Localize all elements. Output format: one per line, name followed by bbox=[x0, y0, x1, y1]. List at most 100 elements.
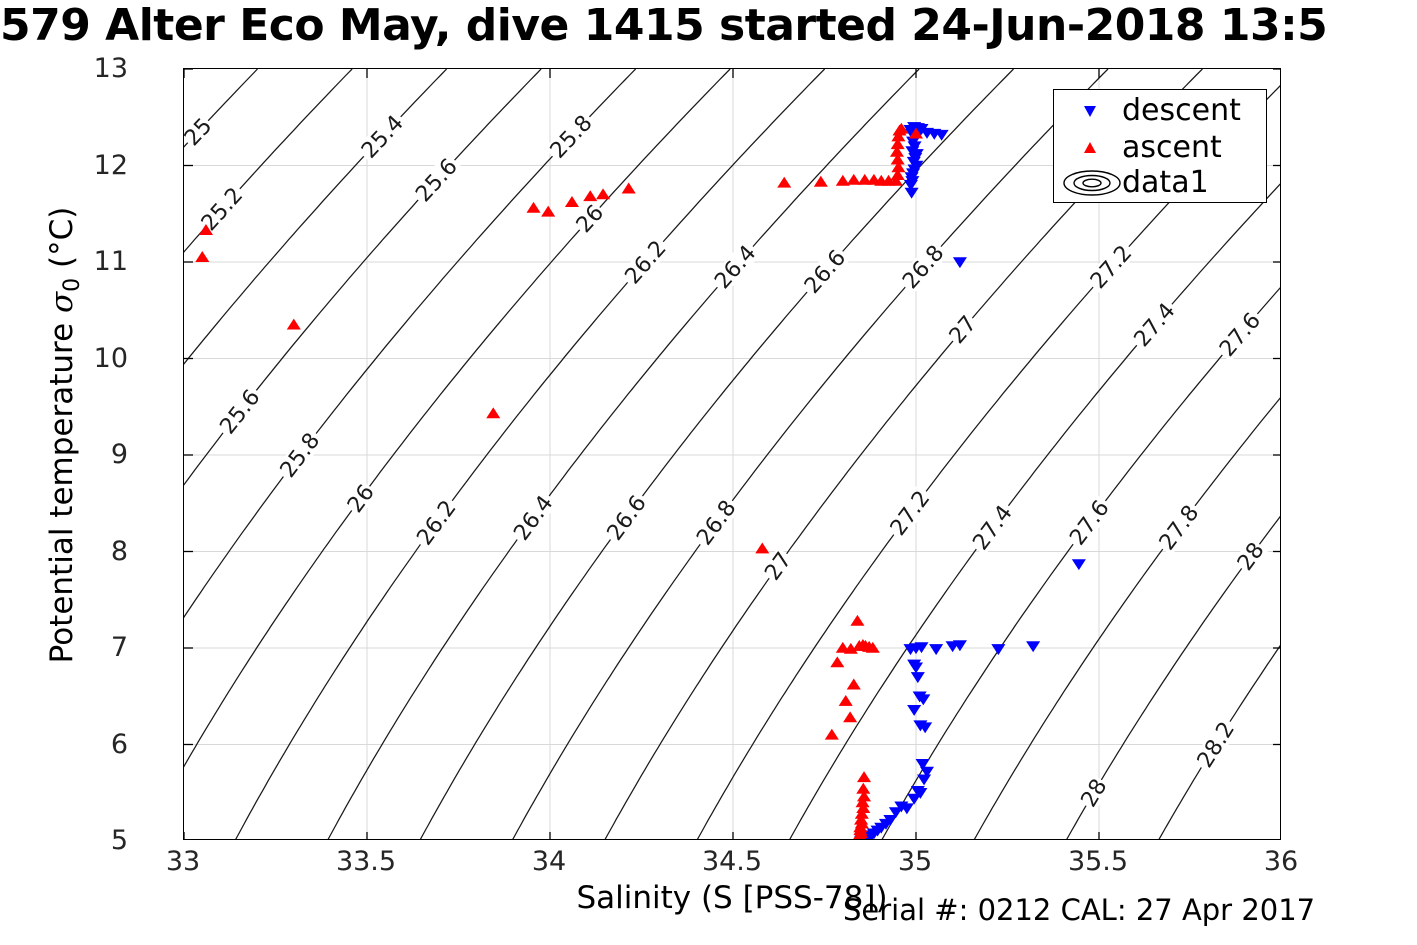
data-point-ascent bbox=[541, 205, 556, 217]
contour-label: 27.4 bbox=[967, 499, 1018, 556]
contour-label: 26.6 bbox=[601, 489, 652, 546]
contour-label: 25.6 bbox=[214, 383, 265, 440]
data-point-ascent bbox=[865, 641, 880, 653]
data-point-descent bbox=[914, 642, 929, 654]
svg-text:28: 28 bbox=[1233, 538, 1270, 575]
contour-label: 25 bbox=[184, 113, 217, 152]
contour-label: 26 bbox=[342, 479, 380, 518]
data-point-ascent bbox=[824, 728, 839, 740]
x-tick-label: 33 bbox=[165, 846, 201, 877]
triangle-up-icon bbox=[1062, 129, 1118, 167]
contour-labels: 2525.225.425.625.625.825.8262626.226.226… bbox=[184, 109, 1270, 812]
data-point-ascent bbox=[755, 542, 770, 554]
data-point-ascent bbox=[286, 318, 301, 330]
data-point-descent bbox=[1026, 641, 1041, 653]
data-point-ascent bbox=[621, 182, 636, 194]
data-point-ascent bbox=[857, 173, 872, 185]
contour-label: 28 bbox=[1076, 774, 1113, 812]
svg-text:26: 26 bbox=[343, 480, 380, 517]
contour-label: 28 bbox=[1232, 537, 1270, 576]
contour-label: 26.8 bbox=[691, 494, 742, 551]
data-point-ascent bbox=[843, 711, 858, 723]
data-point-descent bbox=[910, 672, 925, 684]
data-point-descent bbox=[916, 694, 931, 706]
legend-box[interactable]: descent ascent data1 bbox=[1053, 89, 1267, 203]
data-point-ascent bbox=[888, 174, 903, 186]
data-point-ascent bbox=[526, 201, 541, 213]
data-point-descent bbox=[918, 722, 933, 734]
data-point-ascent bbox=[890, 169, 905, 180]
data-point-descent bbox=[1071, 559, 1086, 571]
y-tick-label: 12 bbox=[93, 149, 128, 181]
legend-label-ascent: ascent bbox=[1122, 130, 1222, 165]
data-point-ascent bbox=[890, 153, 905, 165]
data-point-ascent bbox=[835, 641, 850, 653]
data-point-ascent bbox=[890, 138, 905, 150]
data-point-ascent bbox=[859, 834, 866, 839]
data-point-ascent bbox=[894, 122, 909, 134]
plot-svg: 2525.225.425.625.625.825.8262626.226.226… bbox=[184, 69, 1280, 839]
data-point-ascent bbox=[838, 694, 853, 706]
x-tick-label: 34.5 bbox=[701, 846, 763, 877]
series-descent-markers bbox=[854, 122, 1086, 839]
y-tick-label: 9 bbox=[110, 439, 128, 470]
data-point-descent bbox=[952, 257, 967, 269]
data-point-ascent bbox=[891, 161, 906, 173]
legend-item-data1[interactable]: data1 bbox=[1054, 164, 1268, 202]
data-point-ascent bbox=[583, 190, 598, 202]
x-tick-label: 34 bbox=[531, 846, 567, 877]
data-point-descent bbox=[907, 793, 922, 805]
contour-label: 25.8 bbox=[274, 426, 325, 484]
data-point-ascent bbox=[195, 251, 210, 262]
contour-label: 26.4 bbox=[508, 489, 559, 546]
y-tick-label: 5 bbox=[110, 825, 128, 856]
y-tick-label: 6 bbox=[110, 728, 128, 760]
legend-item-ascent[interactable]: ascent bbox=[1054, 129, 1268, 167]
data-point-ascent bbox=[486, 407, 501, 419]
data-point-ascent bbox=[813, 175, 828, 187]
contour-icon bbox=[1062, 164, 1121, 202]
data-point-descent bbox=[907, 704, 922, 716]
data-point-descent bbox=[919, 766, 935, 778]
data-point-descent bbox=[888, 807, 903, 819]
data-point-ascent bbox=[846, 173, 861, 185]
x-axis-label: Salinity (S [PSS-78]) bbox=[576, 880, 888, 916]
legend-item-descent[interactable]: descent bbox=[1054, 92, 1268, 130]
svg-text:28: 28 bbox=[1077, 775, 1113, 812]
contour-label: 28.2 bbox=[1191, 715, 1240, 774]
contour-label: 27.2 bbox=[884, 484, 935, 542]
data-point-ascent bbox=[198, 224, 213, 235]
y-tick-label: 7 bbox=[110, 632, 128, 663]
contour-label: 27.6 bbox=[1064, 494, 1115, 551]
inner-tick-marks bbox=[184, 69, 1280, 839]
y-tick-label: 10 bbox=[93, 342, 128, 374]
data-point-descent bbox=[904, 187, 919, 199]
triangle-down-icon bbox=[1062, 92, 1118, 130]
data-point-descent bbox=[929, 644, 944, 656]
data-point-descent bbox=[913, 787, 928, 799]
data-point-ascent bbox=[856, 771, 872, 783]
y-tick-label: 8 bbox=[110, 535, 128, 567]
data-point-ascent bbox=[846, 678, 861, 690]
x-tick-label: 33.5 bbox=[335, 846, 397, 877]
data-point-descent bbox=[917, 774, 932, 786]
serial-cal-note: Serial #: 0212 CAL: 27 Apr 2017 bbox=[843, 893, 1316, 927]
gridlines bbox=[184, 69, 1280, 839]
data-point-descent bbox=[915, 758, 930, 770]
y-tick-label: 13 bbox=[93, 53, 128, 84]
contour-label: 26.2 bbox=[411, 494, 462, 551]
data-point-descent bbox=[903, 180, 918, 191]
legend-label-descent: descent bbox=[1122, 93, 1241, 128]
y-axis-label: Potential temperature σ0 (°C) bbox=[44, 206, 86, 664]
svg-text:25: 25 bbox=[184, 114, 217, 152]
data-point-ascent bbox=[889, 145, 904, 157]
svg-text:27: 27 bbox=[760, 548, 797, 585]
data-point-ascent bbox=[596, 188, 611, 200]
x-tick-label: 35 bbox=[897, 846, 933, 877]
data-point-ascent bbox=[891, 130, 906, 142]
data-point-descent bbox=[934, 129, 949, 141]
x-tick-label: 36 bbox=[1263, 846, 1299, 877]
data-point-descent bbox=[899, 803, 914, 815]
y-tick-label: 11 bbox=[93, 246, 128, 277]
